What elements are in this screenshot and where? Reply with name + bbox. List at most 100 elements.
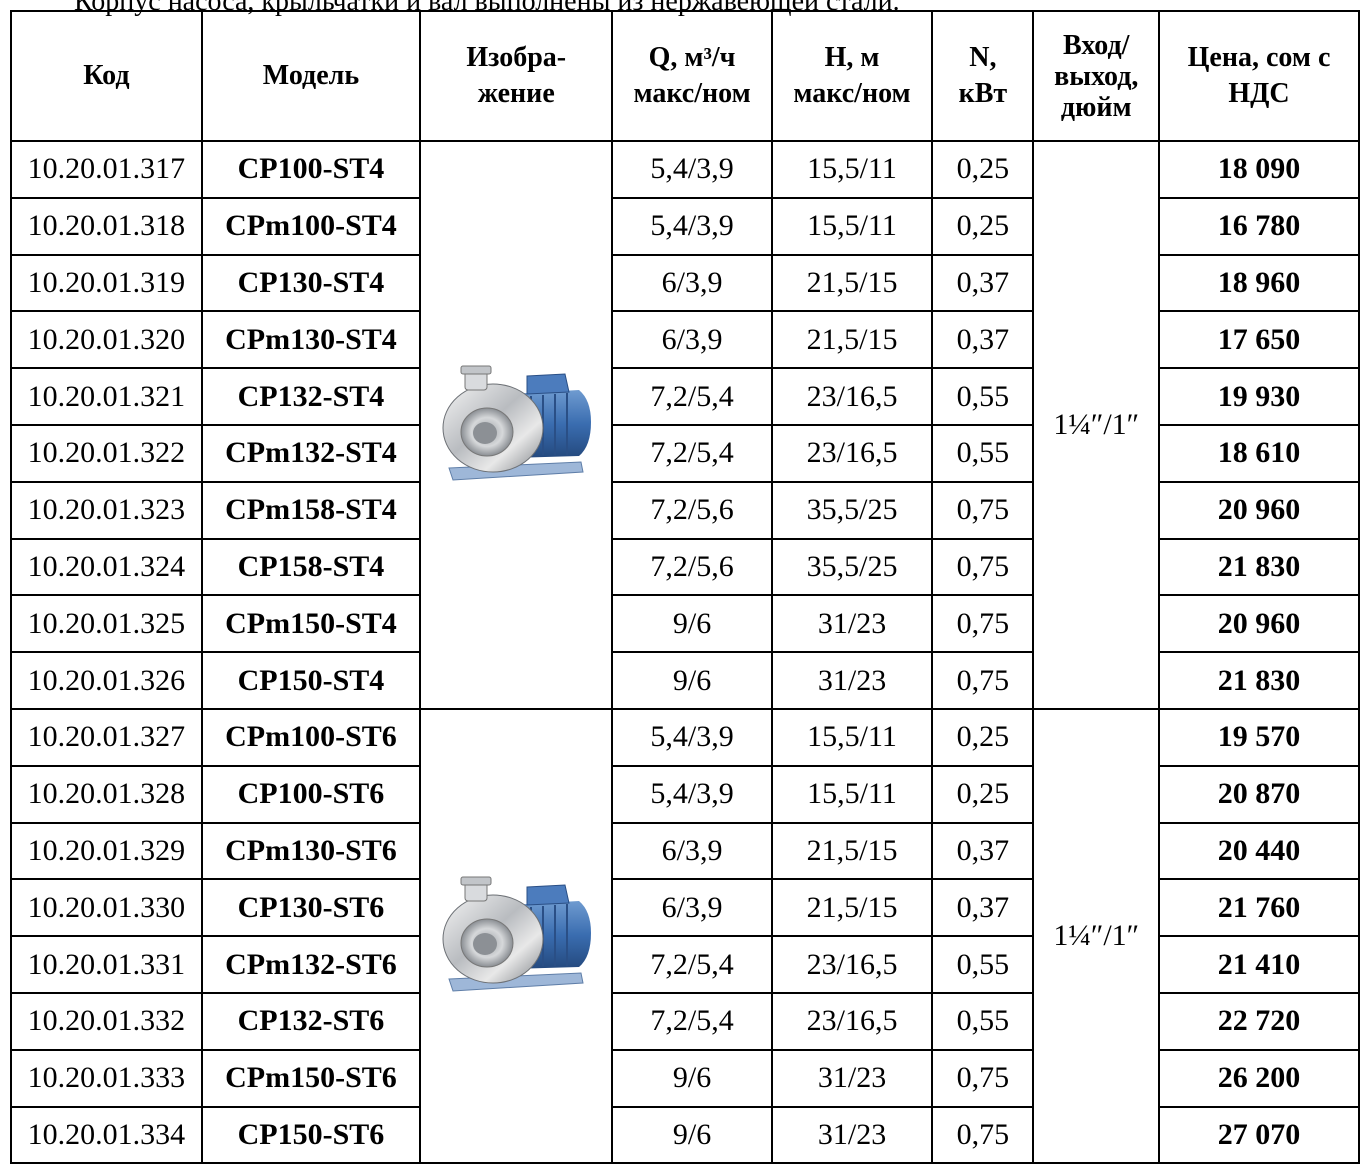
code-cell: 10.20.01.330 (10, 878, 203, 938)
head-cell: 15,5/11 (770, 764, 934, 824)
head-cell: 21,5/15 (770, 253, 934, 313)
price-cell: 17 650 (1158, 310, 1360, 370)
table-row: 10.20.01.318 CPm100-ST4 5,4/3,9 15,5/11 0,25… (10, 196, 1360, 256)
model-cell: CP100-ST6 (200, 764, 422, 824)
flow-cell: 5,4/3,9 (611, 196, 773, 256)
table-row: 10.20.01.322 CPm132-ST4 7,2/5,4 23/16,5 0,55… (10, 423, 1360, 483)
flow-cell: 6/3,9 (611, 253, 773, 313)
table-row: 10.20.01.329 CPm130-ST6 6/3,9 21,5/15 0,37 20… (10, 821, 1360, 881)
flow-cell: 6/3,9 (611, 878, 773, 938)
connection-cell: 1¼″/1″ (1032, 140, 1161, 710)
code-cell: 10.20.01.320 (10, 310, 203, 370)
table-row: 10.20.01.324 CP158-ST4 7,2/5,6 35,5/25 0,75 2… (10, 537, 1360, 597)
table-row: 10.20.01.321 CP132-ST4 7,2/5,4 23/16,5 0,55 1… (10, 367, 1360, 426)
table-row: 10.20.01.317 CP100-ST4 (10, 140, 1360, 710)
price-cell: 19 570 (1158, 707, 1360, 767)
code-cell: 10.20.01.318 (10, 196, 203, 256)
head-cell: 31/23 (770, 651, 934, 710)
code-cell: 10.20.01.322 (10, 423, 203, 483)
power-cell: 0,37 (931, 878, 1035, 938)
flow-cell: 9/6 (611, 594, 773, 654)
code-cell: 10.20.01.325 (10, 594, 203, 654)
code-cell: 10.20.01.324 (10, 537, 203, 597)
head-cell: 31/23 (770, 1048, 934, 1108)
power-cell: 0,55 (931, 991, 1035, 1051)
price-cell: 19 930 (1158, 367, 1360, 426)
flow-cell: 7,2/5,4 (611, 367, 773, 426)
flow-cell: 6/3,9 (611, 821, 773, 881)
model-cell: CPm150-ST4 (200, 594, 422, 654)
code-cell: 10.20.01.323 (10, 480, 203, 540)
code-cell: 10.20.01.326 (10, 651, 203, 710)
price-cell: 18 090 (1158, 140, 1360, 199)
table-row: 10.20.01.328 CP100-ST6 5,4/3,9 15,5/11 0,25 2… (10, 764, 1360, 824)
head-cell: 21,5/15 (770, 878, 934, 938)
header-head: Н, м макс/ном (770, 10, 934, 142)
power-cell: 0,75 (931, 480, 1035, 540)
price-cell: 22 720 (1158, 991, 1360, 1051)
price-cell: 26 200 (1158, 1048, 1360, 1108)
model-cell: CP132-ST6 (200, 991, 422, 1051)
model-cell: CP130-ST4 (200, 253, 422, 313)
model-cell: CP100-ST4 (200, 140, 422, 199)
pump-image (442, 365, 592, 481)
model-cell: CP158-ST4 (200, 537, 422, 597)
price-cell: 20 440 (1158, 821, 1360, 881)
table-row: 10.20.01.323 CPm158-ST4 7,2/5,6 35,5/25 0,75… (10, 480, 1360, 540)
code-cell: 10.20.01.333 (10, 1048, 203, 1108)
model-cell: CP150-ST4 (200, 651, 422, 710)
power-cell: 0,37 (931, 253, 1035, 313)
power-cell: 0,55 (931, 367, 1035, 426)
table-row: 10.20.01.330 CP130-ST6 6/3,9 21,5/15 0,37 21 … (10, 878, 1360, 938)
flow-cell: 9/6 (611, 1048, 773, 1108)
flow-cell: 7,2/5,6 (611, 537, 773, 597)
header-code: Код (10, 10, 203, 142)
flow-cell: 7,2/5,4 (611, 423, 773, 483)
price-cell: 16 780 (1158, 196, 1360, 256)
head-cell: 23/16,5 (770, 367, 934, 426)
head-cell: 23/16,5 (770, 991, 934, 1051)
model-cell: CPm130-ST6 (200, 821, 422, 881)
flow-cell: 9/6 (611, 651, 773, 710)
model-cell: CP150-ST6 (200, 1105, 422, 1164)
table-row: 10.20.01.325 CPm150-ST4 9/6 31/23 0,75 20 960 (10, 594, 1360, 654)
model-cell: CPm132-ST6 (200, 935, 422, 994)
power-cell: 0,55 (931, 935, 1035, 994)
power-cell: 0,25 (931, 196, 1035, 256)
header-price: Цена, сом с НДС (1158, 10, 1360, 142)
table-row: 10.20.01.320 CPm130-ST4 6/3,9 21,5/15 0,37 17… (10, 310, 1360, 370)
connection-cell: 1¼″/1″ (1032, 707, 1161, 1164)
price-cell: 20 960 (1158, 594, 1360, 654)
power-cell: 0,25 (931, 140, 1035, 199)
table-row: 10.20.01.333 CPm150-ST6 9/6 31/23 0,75 26 200 (10, 1048, 1360, 1108)
header-model: Модель (200, 10, 422, 142)
head-cell: 35,5/25 (770, 480, 934, 540)
head-cell: 15,5/11 (770, 140, 934, 199)
table-row: 10.20.01.319 CP130-ST4 6/3,9 21,5/15 0,37 18 … (10, 253, 1360, 313)
table-row: 10.20.01.331 CPm132-ST6 7,2/5,4 23/16,5 0,55… (10, 935, 1360, 994)
price-cell: 18 610 (1158, 423, 1360, 483)
image-cell (419, 140, 614, 710)
power-cell: 0,55 (931, 423, 1035, 483)
model-cell: CPm132-ST4 (200, 423, 422, 483)
head-cell: 21,5/15 (770, 821, 934, 881)
power-cell: 0,25 (931, 764, 1035, 824)
model-cell: CP132-ST4 (200, 367, 422, 426)
header-image: Изобра-жение (419, 10, 614, 142)
table-row: 10.20.01.326 CP150-ST4 9/6 31/23 0,75 21 830 (10, 651, 1360, 710)
code-cell: 10.20.01.321 (10, 367, 203, 426)
pump-image (442, 876, 592, 992)
price-cell: 21 830 (1158, 651, 1360, 710)
power-cell: 0,25 (931, 707, 1035, 767)
head-cell: 31/23 (770, 594, 934, 654)
head-cell: 35,5/25 (770, 537, 934, 597)
flow-cell: 7,2/5,6 (611, 480, 773, 540)
power-cell: 0,75 (931, 1105, 1035, 1164)
code-cell: 10.20.01.328 (10, 764, 203, 824)
power-cell: 0,75 (931, 594, 1035, 654)
price-table: Код Модель Изобра-жение Q, м³/ч макс/ном … (10, 10, 1360, 1164)
head-cell: 23/16,5 (770, 935, 934, 994)
head-cell: 15,5/11 (770, 707, 934, 767)
header-row: Код Модель Изобра-жение Q, м³/ч макс/ном … (10, 10, 1360, 142)
price-cell: 20 960 (1158, 480, 1360, 540)
